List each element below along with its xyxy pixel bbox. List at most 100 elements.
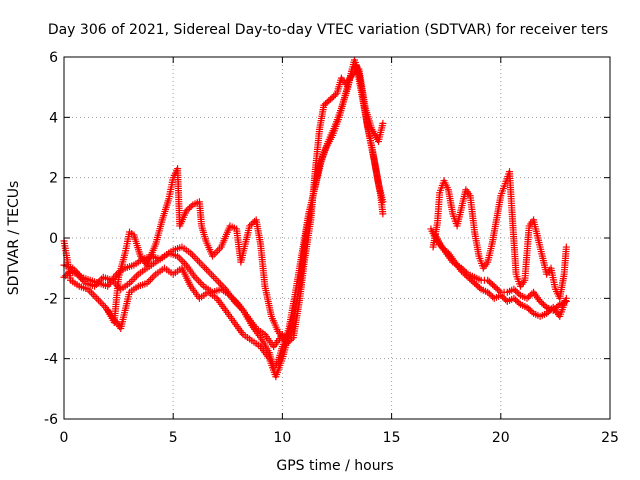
data-point-marker: [490, 282, 498, 290]
data-point-marker: [325, 97, 333, 105]
data-point-marker: [492, 284, 500, 292]
data-point-marker: [323, 98, 331, 106]
data-point-marker: [188, 251, 196, 259]
data-point-marker: [198, 280, 206, 288]
x-tick-label: 15: [383, 430, 401, 446]
series-trace-g: [60, 237, 297, 381]
data-point-marker: [554, 302, 562, 310]
data-point-marker: [487, 291, 495, 299]
x-axis-label: GPS time / hours: [276, 458, 393, 474]
data-point-marker: [246, 222, 254, 230]
data-point-marker: [510, 285, 518, 293]
y-tick-label: 2: [49, 171, 58, 187]
data-point-marker: [523, 294, 531, 302]
data-point-marker: [513, 288, 521, 296]
data-series: [60, 56, 570, 381]
data-point-marker: [544, 308, 552, 316]
data-point-marker: [539, 300, 547, 308]
data-point-marker: [98, 300, 106, 308]
data-point-marker: [526, 306, 534, 314]
x-tick-label: 5: [169, 430, 178, 446]
data-point-marker: [515, 299, 523, 307]
data-point-marker: [187, 202, 195, 210]
data-point-marker: [129, 276, 137, 284]
data-point-marker: [498, 293, 506, 301]
data-point-marker: [538, 299, 546, 307]
data-point-marker: [472, 281, 480, 289]
data-point-marker: [543, 309, 551, 317]
data-point-marker: [541, 302, 549, 310]
chart-title: Day 306 of 2021, Sidereal Day-to-day VTE…: [48, 22, 608, 38]
data-point-marker: [489, 281, 497, 289]
x-tick-label: 25: [601, 430, 619, 446]
data-point-marker: [466, 275, 474, 283]
data-point-marker: [194, 256, 202, 264]
data-point-marker: [322, 100, 330, 108]
data-point-marker: [536, 297, 544, 305]
data-point-marker: [91, 293, 99, 301]
data-point-marker: [177, 256, 185, 264]
data-point-marker: [184, 205, 192, 213]
data-point-marker: [179, 258, 187, 266]
data-point-marker: [457, 267, 465, 275]
data-point-marker: [469, 278, 477, 286]
data-point-marker: [202, 265, 210, 273]
data-point-marker: [562, 294, 570, 302]
data-point-marker: [199, 262, 207, 270]
data-point-marker: [500, 294, 508, 302]
data-point-marker: [471, 279, 479, 287]
data-point-marker: [379, 198, 387, 206]
data-point-marker: [96, 298, 104, 306]
y-tick-label: -4: [44, 352, 58, 368]
data-point-marker: [150, 272, 158, 280]
data-point-marker: [127, 277, 135, 285]
y-tick-label: -2: [44, 291, 58, 307]
data-point-marker: [328, 94, 336, 102]
data-point-marker: [485, 278, 493, 286]
data-point-marker: [206, 269, 214, 277]
data-point-marker: [484, 288, 492, 296]
data-point-marker: [546, 306, 554, 314]
data-point-marker: [439, 245, 447, 253]
data-point-marker: [195, 277, 203, 285]
series-trace-a: [60, 56, 387, 372]
data-point-marker: [330, 92, 338, 100]
data-point-marker: [192, 255, 200, 263]
data-point-marker: [562, 243, 570, 251]
data-point-marker: [216, 280, 224, 288]
data-point-marker: [218, 282, 226, 290]
data-point-marker: [201, 264, 209, 272]
data-point-marker: [379, 210, 387, 218]
data-point-marker: [379, 119, 387, 127]
data-point-marker: [331, 91, 339, 99]
data-point-marker: [485, 290, 493, 298]
data-point-marker: [459, 269, 467, 277]
data-point-marker: [443, 248, 451, 256]
data-point-marker: [131, 274, 139, 282]
y-tick-label: 4: [49, 110, 58, 126]
data-point-marker: [525, 305, 533, 313]
data-point-marker: [211, 274, 219, 282]
y-tick-label: 0: [49, 231, 58, 247]
data-point-marker: [348, 71, 356, 79]
data-point-marker: [196, 279, 204, 287]
y-axis-label: SDTVAR / TECUs: [6, 181, 22, 296]
data-point-marker: [320, 101, 328, 109]
y-tick-label: -6: [44, 412, 58, 428]
data-point-marker: [464, 273, 472, 281]
data-point-marker: [190, 253, 198, 261]
data-point-marker: [204, 267, 212, 275]
data-point-marker: [441, 246, 449, 254]
data-point-marker: [148, 274, 156, 282]
data-point-marker: [476, 284, 484, 292]
data-point-marker: [326, 95, 334, 103]
data-point-marker: [95, 296, 103, 304]
data-point-marker: [513, 297, 521, 305]
data-point-marker: [484, 276, 492, 284]
data-point-marker: [88, 289, 96, 297]
data-point-marker: [525, 293, 533, 301]
data-point-marker: [512, 287, 520, 295]
y-tick-label: 6: [49, 50, 58, 66]
data-point-marker: [528, 308, 536, 316]
